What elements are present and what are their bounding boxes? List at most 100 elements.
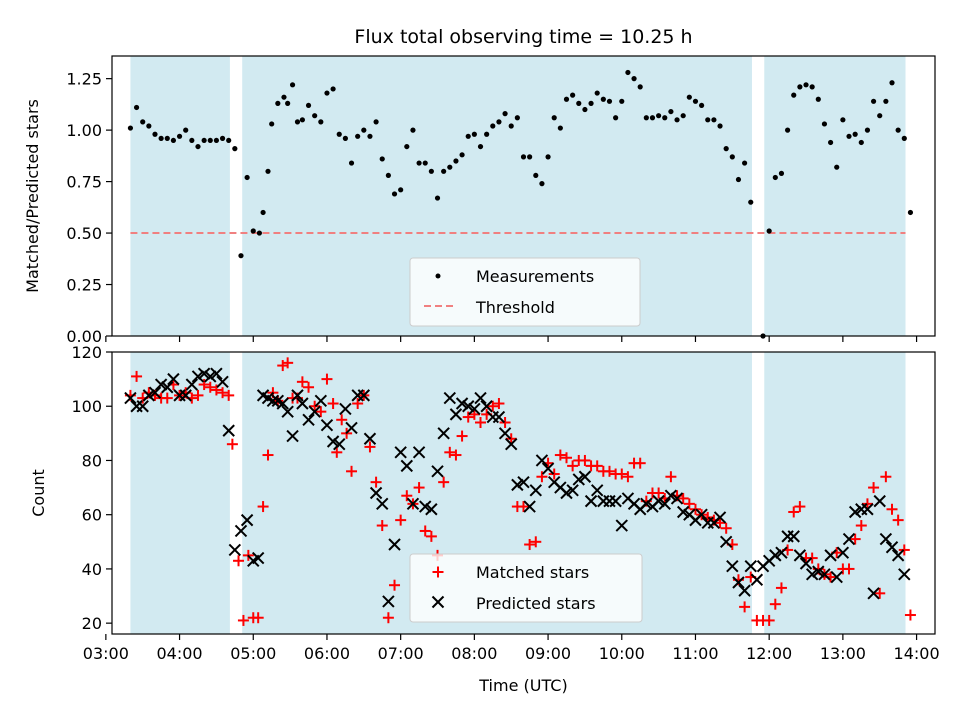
matched-star-point [622,471,634,483]
measurements-legend-marker [435,273,441,279]
measurement-point [631,76,637,82]
predicted-star-point [505,437,518,451]
predicted-stars-legend-label: Predicted stars [476,594,596,613]
chart-title: Flux total observing time = 10.25 h [354,26,692,48]
x-tick-label: 06:00 [304,644,350,663]
measurement-point [877,113,883,119]
measurement-point [606,98,613,104]
matched-star-point [493,398,505,410]
measurement-point [305,102,312,109]
observing-window-bottom-2 [764,352,906,634]
y-tick-label: 20 [82,614,102,633]
measurement-point [256,230,263,236]
x-tick-label: 03:00 [83,644,129,663]
measurement-point [852,131,858,137]
time-x-ticks: 03:00 04:00 05:00 06:00 07:00 08:00 09:00 10:00… [83,634,940,663]
matched-star-point [309,400,321,412]
predicted-star-point [394,446,407,459]
predicted-star-point [738,584,751,597]
y-tick-label: 120 [71,343,102,362]
matched-star-point [683,498,695,510]
predicted-star-point [726,560,739,573]
predicted-star-point [885,541,899,554]
measurement-point [336,131,342,137]
predicted-star-point [412,446,426,459]
matched-stars-legend-label: Matched stars [476,563,589,582]
measurement-point [625,69,631,76]
measurement-point [508,123,514,129]
measurement-point [742,160,748,166]
predicted-star-point [664,489,678,502]
predicted-star-point [326,435,340,448]
measurement-point [447,164,453,170]
measurement-point [164,135,170,141]
measurement-point [717,123,723,129]
measurement-point [766,228,772,234]
measurement-point [551,115,557,121]
measurement-point [864,127,871,133]
measurement-point [668,108,674,115]
measurement-point [201,137,207,144]
measurement-point [330,86,336,92]
x-tick-label: 04:00 [157,644,203,663]
x-tick-label: 13:00 [820,644,866,663]
measurement-point [465,133,471,139]
predicted-star-point [511,478,524,492]
measurement-point [404,143,410,150]
predicted-star-point [670,492,684,505]
matched-star-point [401,490,413,502]
measurement-point [477,143,484,150]
matched-star-point [904,609,916,621]
predicted-star-point [437,427,450,440]
predicted-star-point [652,494,665,508]
matched-star-point [413,482,425,494]
predicted-star-point [812,565,825,578]
x-tick-label: 05:00 [230,644,276,663]
predicted-star-point [732,576,745,589]
measurement-point [385,172,391,179]
count-legend-box [409,553,643,623]
predicted-star-point [658,497,671,511]
matched-star-point [689,503,701,515]
measurement-point [834,164,840,170]
predicted-star-point [142,389,156,402]
predicted-star-point [314,394,328,408]
predicted-star-point [308,405,321,418]
predicted-star-point [713,511,727,524]
predicted-star-point [161,381,174,394]
matched-star-point [425,530,437,542]
measurement-point [895,127,901,133]
ratio-panel: 0.00 0.25 0.50 0.75 1.00 1.25 Flux total obse… [23,26,936,346]
measurement-point [784,127,791,133]
predicted-star-point [296,397,309,410]
measurement-point [772,174,778,181]
measurement-point [250,228,256,234]
measurement-point [398,187,404,193]
matched-star-point [567,460,579,472]
predicted-star-point [867,587,880,600]
matched-star-point [763,614,775,626]
predicted-star-point [276,397,289,410]
measurement-point [907,209,914,216]
matched-star-point [336,414,348,426]
measurement-point [520,154,527,160]
predicted-star-point [799,557,813,570]
measurements-legend-label: Measurements [476,267,594,286]
ratio-y-ticks: 0.00 0.25 0.50 0.75 1.00 1.25 [66,70,112,346]
measurement-point [791,92,797,98]
predicted-star-point [590,484,604,497]
matched-star-point [131,370,143,382]
matched-star-point [720,522,732,534]
measurement-point [576,100,582,106]
predicted-star-point [842,532,856,546]
matched-star-point [475,417,487,428]
measurement-point [729,154,735,160]
predicted-star-point [787,530,800,543]
predicted-star-point [443,391,457,405]
measurement-point [705,117,711,123]
measurement-point [735,176,742,183]
measurement-point [570,92,576,98]
threshold-legend-label: Threshold [475,298,555,317]
measurement-point [699,102,705,109]
predicted-star-point [462,400,475,413]
